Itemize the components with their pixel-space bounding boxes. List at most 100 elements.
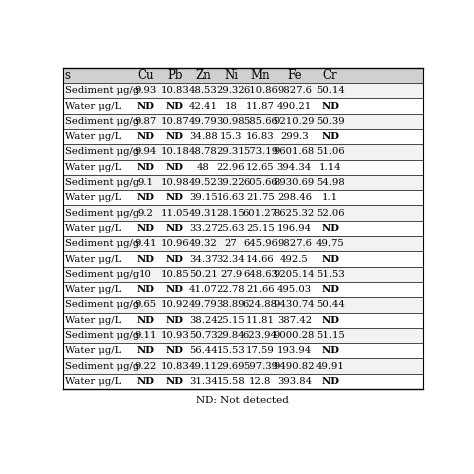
Text: 9.41: 9.41 [134,239,157,248]
Text: 9.93: 9.93 [135,86,157,95]
Text: 9.1: 9.1 [137,178,154,187]
Text: 54.98: 54.98 [316,178,345,187]
Text: ND: ND [137,193,155,202]
Text: 34.37: 34.37 [189,255,218,264]
Text: 1.1: 1.1 [322,193,338,202]
Text: 9.11: 9.11 [134,331,157,340]
Text: Sediment μg/g: Sediment μg/g [65,362,139,371]
Text: 48: 48 [197,163,210,172]
Text: 495.03: 495.03 [277,285,312,294]
Text: 10: 10 [139,270,152,279]
Text: 25.15: 25.15 [217,316,246,325]
Text: 393.84: 393.84 [277,377,312,386]
Text: 9210.29: 9210.29 [273,117,315,126]
Bar [63,374,423,389]
Text: ND: ND [321,132,339,141]
Text: ND: ND [321,316,339,325]
Text: ND: ND [137,101,155,110]
Text: 15.53: 15.53 [217,346,246,356]
Text: ND: ND [321,101,339,110]
Text: 48.78: 48.78 [189,147,218,156]
Text: 50.14: 50.14 [316,86,345,95]
Text: 27.9: 27.9 [220,270,242,279]
Bar [63,175,423,190]
Text: 9601.68: 9601.68 [273,147,315,156]
Text: Water μg/L: Water μg/L [65,255,121,264]
Text: 601.27: 601.27 [243,209,278,218]
Text: 50.44: 50.44 [316,301,345,310]
Text: 51.15: 51.15 [316,331,345,340]
Text: 11.87: 11.87 [246,101,275,110]
Text: 10.18: 10.18 [161,147,190,156]
Text: 492.5: 492.5 [280,255,309,264]
Text: 11.05: 11.05 [161,209,190,218]
Text: ND: ND [321,255,339,264]
Text: Sediment μg/g: Sediment μg/g [65,239,139,248]
Text: 193.94: 193.94 [277,346,312,356]
Text: 25.15: 25.15 [246,224,275,233]
Text: Water μg/L: Water μg/L [65,285,121,294]
Text: ND: ND [166,285,184,294]
Text: 31.34: 31.34 [189,377,218,386]
Text: ND: ND [166,193,184,202]
Bar [63,297,423,312]
Bar [63,282,423,297]
Text: 51.53: 51.53 [316,270,345,279]
Text: ND: ND [137,316,155,325]
Text: 50.73: 50.73 [189,331,218,340]
Text: 30.98: 30.98 [217,117,246,126]
Bar [63,144,423,160]
Bar [63,312,423,328]
Text: 585.66: 585.66 [243,117,278,126]
Text: ND: ND [137,285,155,294]
Text: 387.42: 387.42 [277,316,312,325]
Text: 11.81: 11.81 [246,316,275,325]
Text: 9490.82: 9490.82 [273,362,315,371]
Text: 49.31: 49.31 [189,209,218,218]
Text: 9827.6: 9827.6 [277,86,312,95]
Text: ND: ND [166,224,184,233]
Text: 298.46: 298.46 [277,193,312,202]
Text: 9205.14: 9205.14 [273,270,315,279]
Text: ND: ND [137,224,155,233]
Text: ND: ND [137,163,155,172]
Text: 394.34: 394.34 [277,163,312,172]
Text: Water μg/L: Water μg/L [65,316,121,325]
Bar [63,328,423,343]
Text: ND: ND [137,377,155,386]
Text: 645.96: 645.96 [243,239,278,248]
Bar [63,251,423,267]
Text: 9.65: 9.65 [135,301,156,310]
Text: Fe: Fe [287,69,301,82]
Text: 490.21: 490.21 [277,101,312,110]
Text: 49.32: 49.32 [189,239,218,248]
Text: Water μg/L: Water μg/L [65,346,121,356]
Text: 9.94: 9.94 [135,147,157,156]
Text: 15.3: 15.3 [220,132,242,141]
Text: 50.21: 50.21 [189,270,218,279]
Text: 10.85: 10.85 [161,270,189,279]
Text: 49.11: 49.11 [189,362,218,371]
Text: Mn: Mn [251,69,270,82]
Text: Sediment μg/g: Sediment μg/g [65,331,139,340]
Text: Sediment μg/g: Sediment μg/g [65,301,139,310]
Text: 29.31: 29.31 [217,147,246,156]
Text: 1.14: 1.14 [319,163,341,172]
Text: Ni: Ni [224,69,238,82]
Text: 10.98: 10.98 [161,178,189,187]
Text: Sediment μg/g: Sediment μg/g [65,270,139,279]
Bar [63,68,423,83]
Text: 573.19: 573.19 [243,147,278,156]
Text: 15.58: 15.58 [217,377,246,386]
Text: 48.53: 48.53 [189,86,218,95]
Text: 597.39: 597.39 [243,362,278,371]
Text: Water μg/L: Water μg/L [65,132,121,141]
Text: 605.66: 605.66 [243,178,278,187]
Text: ND: ND [166,163,184,172]
Text: Sediment μg/g: Sediment μg/g [65,147,139,156]
Text: 29.69: 29.69 [217,362,245,371]
Text: 50.39: 50.39 [316,117,345,126]
Text: Cu: Cu [137,69,154,82]
Text: Water μg/L: Water μg/L [65,377,121,386]
Text: ND: ND [137,346,155,356]
